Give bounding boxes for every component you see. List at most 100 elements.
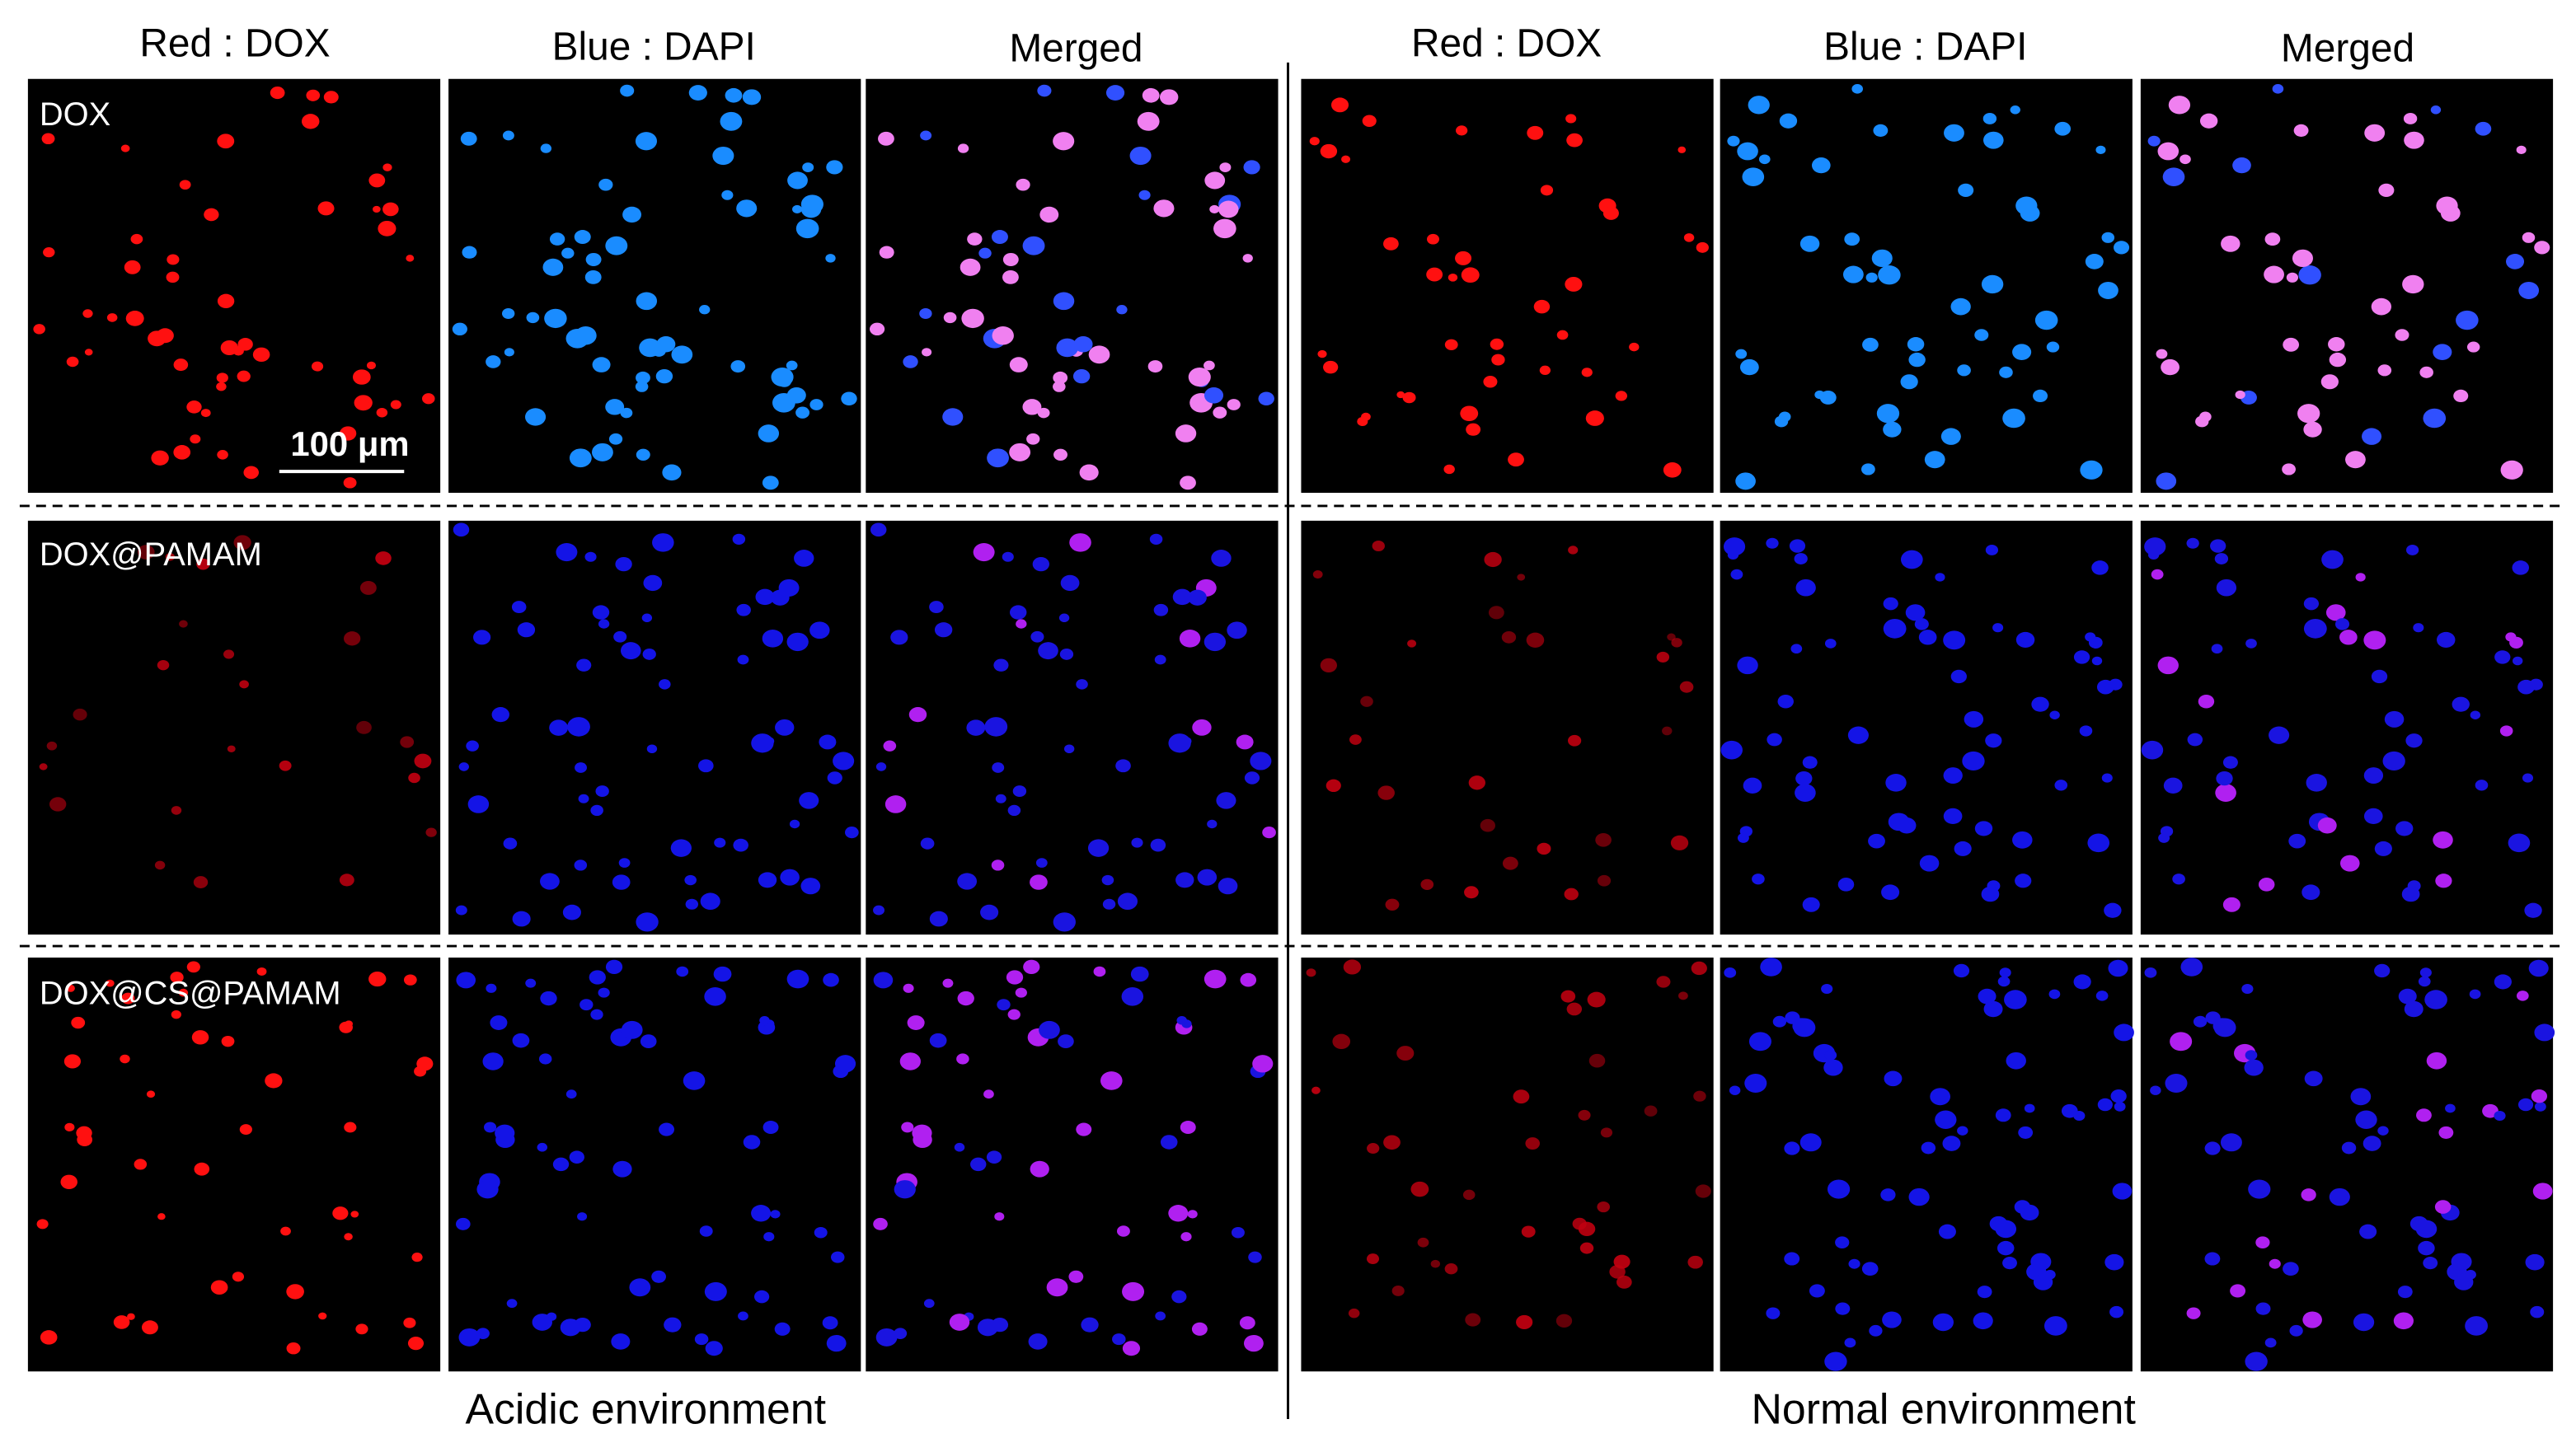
cell-nucleus	[1992, 623, 2004, 633]
cell-nucleus	[620, 642, 641, 660]
cell-nucleus	[60, 1174, 77, 1190]
cell-nucleus	[704, 987, 726, 1006]
cell-nucleus	[2204, 1252, 2221, 1266]
cell-nucleus	[1662, 726, 1673, 736]
cell-nucleus	[216, 382, 227, 391]
micrograph	[1720, 520, 2133, 935]
cell-nucleus	[676, 966, 689, 977]
cell-nucleus	[1957, 1126, 1968, 1136]
cell-nucleus	[1935, 573, 1945, 582]
cell-nucleus	[961, 308, 984, 329]
cell-nucleus	[753, 1290, 770, 1304]
cell-nucleus	[1527, 125, 1544, 140]
cell-nucleus	[664, 1317, 682, 1333]
cell-nucleus	[1919, 855, 1940, 872]
cell-nucleus	[1862, 337, 1879, 352]
cell-nucleus	[2499, 725, 2513, 737]
cell-nucleus	[2232, 157, 2251, 174]
cell-nucleus	[2101, 232, 2115, 243]
cell-nucleus	[2283, 1262, 2299, 1276]
cell-nucleus	[957, 143, 969, 153]
cell-nucleus	[2080, 460, 2103, 480]
cell-nucleus	[2382, 751, 2405, 771]
cell-nucleus	[992, 326, 1014, 345]
cell-nucleus	[787, 171, 808, 190]
cell-nucleus	[800, 200, 822, 218]
cell-nucleus	[2272, 84, 2284, 94]
cell-nucleus	[2363, 630, 2386, 650]
cell-nucleus	[1974, 821, 1993, 836]
cell-nucleus	[714, 837, 726, 848]
cell-nucleus	[819, 734, 837, 750]
cell-nucleus	[2518, 281, 2540, 299]
cell-nucleus	[763, 1232, 775, 1242]
cell-nucleus	[997, 999, 1011, 1011]
cell-nucleus	[598, 178, 613, 191]
cell-nucleus	[2269, 1258, 2281, 1269]
cell-nucleus	[1396, 391, 1405, 399]
cell-nucleus	[1908, 352, 1926, 368]
cell-nucleus	[2494, 650, 2511, 664]
cell-nucleus	[1880, 1188, 1896, 1201]
cell-nucleus	[884, 795, 907, 813]
cell-nucleus	[2359, 1224, 2377, 1239]
cell-nucleus	[495, 1124, 515, 1142]
cell-nucleus	[173, 358, 189, 372]
cell-nucleus	[1974, 329, 1989, 341]
cell-nucleus	[2085, 254, 2104, 269]
cell-nucleus	[549, 232, 565, 246]
cell-nucleus	[1130, 966, 1149, 982]
cell-nucleus	[243, 466, 259, 480]
cell-nucleus	[639, 338, 661, 358]
cell-nucleus	[2018, 1126, 2034, 1139]
cell-nucleus	[1565, 114, 1577, 124]
cell-nucleus	[66, 356, 79, 368]
cell-nucleus	[191, 1030, 209, 1045]
cell-nucleus	[66, 984, 75, 992]
cell-nucleus	[1508, 452, 1524, 467]
cell-nucleus	[1053, 381, 1066, 392]
cell-nucleus	[1038, 642, 1058, 660]
cell-nucleus	[1985, 545, 1999, 555]
cell-nucleus	[1777, 694, 1794, 709]
cell-nucleus	[1670, 835, 1689, 850]
cell-nucleus	[1231, 1226, 1245, 1239]
cell-nucleus	[223, 649, 235, 659]
cell-nucleus	[2516, 991, 2529, 1001]
cell-nucleus	[1981, 274, 2004, 294]
cell-nucleus	[357, 400, 369, 410]
cell-nucleus	[2163, 777, 2183, 794]
cell-nucleus	[1204, 171, 1226, 190]
cell-nucleus	[217, 133, 235, 149]
cell-nucleus	[1907, 337, 1925, 352]
cell-nucleus	[2445, 1103, 2456, 1113]
cell-nucleus	[2220, 1133, 2242, 1152]
cell-nucleus	[2020, 204, 2040, 222]
cell-nucleus	[943, 311, 957, 324]
cell-nucleus	[1258, 391, 1274, 405]
cell-nucleus	[1053, 912, 1076, 932]
cell-nucleus	[670, 839, 692, 857]
cell-nucleus	[1737, 142, 1758, 161]
cell-nucleus	[1772, 1015, 1787, 1028]
cell-nucleus	[2404, 1000, 2424, 1018]
cell-nucleus	[1766, 537, 1779, 549]
cell-nucleus	[39, 763, 48, 770]
cell-nucleus	[2317, 817, 2337, 834]
cell-nucleus	[46, 741, 58, 751]
cell-nucleus	[1942, 1136, 1961, 1151]
cell-nucleus	[2524, 902, 2542, 918]
cell-nucleus	[1160, 1135, 1178, 1150]
row-label: DOX	[40, 96, 110, 133]
cell-nucleus	[2199, 411, 2212, 422]
cell-nucleus	[125, 311, 144, 326]
cell-nucleus	[462, 246, 477, 259]
cell-nucleus	[2073, 974, 2091, 990]
cell-nucleus	[984, 717, 1008, 737]
cell-nucleus	[344, 1122, 357, 1133]
cell-nucleus	[1687, 1255, 1703, 1269]
cell-nucleus	[1502, 856, 1518, 870]
cell-nucleus	[751, 733, 774, 753]
cell-nucleus	[378, 220, 396, 237]
cell-nucleus	[954, 1142, 965, 1152]
